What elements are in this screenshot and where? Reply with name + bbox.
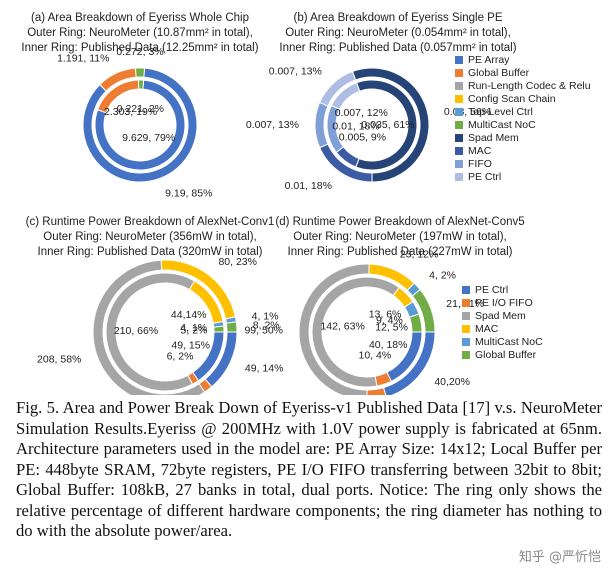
legend-label: Top-Level Ctrl xyxy=(468,106,533,118)
value-label: 4, 2% xyxy=(429,269,456,281)
legend-label: Global Buffer xyxy=(468,67,530,79)
ring-segment xyxy=(411,288,436,333)
legend-swatch xyxy=(462,338,470,346)
legend-swatch xyxy=(455,95,463,103)
value-label: 49, 14% xyxy=(245,363,284,375)
legend-swatch xyxy=(455,121,463,129)
chart-title: Inner Ring: Published Data (320mW in tot… xyxy=(38,246,263,258)
ring-segment xyxy=(318,70,357,107)
legend-swatch xyxy=(455,82,463,90)
legend-label: MAC xyxy=(468,145,492,157)
value-label: 2.303, 19% xyxy=(104,106,157,118)
legend-label: Run-Length Codec & Relu xyxy=(468,80,591,92)
value-label: 12, 5% xyxy=(375,322,408,334)
value-label: 142, 63% xyxy=(320,320,364,332)
chart-title: Inner Ring: Published Data (12.25mm² in … xyxy=(21,42,258,54)
chart-title: (d) Runtime Power Breakdown of AlexNet-C… xyxy=(275,216,524,228)
legend-swatch xyxy=(455,147,463,155)
legend-swatch xyxy=(462,312,470,320)
value-label: 6, 2% xyxy=(167,351,194,363)
ring-segment xyxy=(134,67,146,78)
value-label: 8, 2% xyxy=(253,320,280,332)
value-label: 0.007, 12% xyxy=(335,107,388,119)
legend-label: Global Buffer xyxy=(475,349,537,361)
ring-segment xyxy=(137,79,145,90)
watermark: 知乎 @严忻恺 xyxy=(518,550,601,565)
legend-label: Spad Mem xyxy=(475,310,526,322)
value-label: 1.191, 11% xyxy=(57,52,109,64)
ring-segment xyxy=(225,321,238,333)
legend-label: MultiCast NoC xyxy=(468,119,536,131)
value-label: 0.005, 9% xyxy=(339,132,386,144)
ring-segment xyxy=(330,82,361,111)
legend-swatch xyxy=(462,286,470,294)
ring-segment xyxy=(94,79,186,171)
chart-title: Outer Ring: NeuroMeter (0.054mm² in tota… xyxy=(285,27,511,39)
ring-segment xyxy=(314,101,329,149)
ring-segment xyxy=(213,325,225,333)
value-label: 0.01, 18% xyxy=(285,180,332,192)
ring-segment xyxy=(366,386,387,395)
chart-title: Inner Ring: Published Data (227mW in tot… xyxy=(288,246,513,258)
legend-label: PE Ctrl xyxy=(468,171,501,183)
value-label: 80, 23% xyxy=(218,256,257,268)
legend-swatch xyxy=(462,325,470,333)
chart-title: Inner Ring: Published Data (0.057mm² in … xyxy=(279,42,516,54)
legend-label: PE Ctrl xyxy=(475,284,508,296)
figure: (a) Area Breakdown of Eyeriss Whole Chip… xyxy=(21,12,591,395)
ring-segment xyxy=(408,313,423,333)
legend-label: PE Array xyxy=(468,54,510,66)
value-label: 4, 1% xyxy=(252,310,279,322)
value-label: 5, 2% xyxy=(181,324,208,336)
value-label: 23, 12% xyxy=(400,248,439,260)
value-label: 210, 66% xyxy=(114,325,158,337)
value-label: 99, 50% xyxy=(244,324,283,336)
value-label: 9, 4% xyxy=(376,315,403,327)
legend-swatch xyxy=(455,160,463,168)
legend-swatch xyxy=(462,351,470,359)
value-label: 0.007, 13% xyxy=(269,66,322,78)
value-label: 4, 1% xyxy=(180,322,207,334)
value-label: 0.007, 13% xyxy=(246,119,299,131)
legend-label: FIFO xyxy=(468,158,492,170)
value-label: 13, 6% xyxy=(369,308,402,320)
value-label: 49, 15% xyxy=(171,339,210,351)
chart-title: (c) Runtime Power Breakdown of AlexNet-C… xyxy=(26,216,275,228)
value-label: 9.629, 79% xyxy=(122,132,175,144)
value-label: 208, 58% xyxy=(37,353,81,365)
chart-title: Outer Ring: NeuroMeter (356mW in total), xyxy=(43,231,256,243)
legend-swatch xyxy=(455,173,463,181)
value-label: 10, 4% xyxy=(359,350,392,362)
value-label: 9.19, 85% xyxy=(165,187,212,199)
value-label: 40, 18% xyxy=(369,339,408,351)
chart-title: Outer Ring: NeuroMeter (197mW in total), xyxy=(293,231,506,243)
legend-label: Spad Mem xyxy=(468,132,519,144)
value-label: 0.01, 18% xyxy=(332,120,379,132)
legend-swatch xyxy=(455,69,463,77)
chart-title: Outer Ring: NeuroMeter (10.87mm² in tota… xyxy=(27,27,253,39)
value-label: 44,14% xyxy=(171,309,207,321)
legend-swatch xyxy=(455,134,463,142)
caption: Fig. 5. Area and Power Break Down of Eye… xyxy=(16,398,602,540)
legend-swatch xyxy=(462,299,470,307)
value-label: 0.221, 2% xyxy=(117,103,164,115)
value-label: 40,20% xyxy=(434,376,470,388)
legend-label: Config Scan Chain xyxy=(468,93,556,105)
legend-label: MAC xyxy=(475,323,499,335)
legend-label: PE I/O FIFO xyxy=(475,297,533,309)
value-label: 0.035, 61% xyxy=(361,119,414,131)
chart-title: (a) Area Breakdown of Eyeriss Whole Chip xyxy=(31,12,249,24)
chart-title: (b) Area Breakdown of Eyeriss Single PE xyxy=(293,12,502,24)
legend-swatch xyxy=(455,108,463,116)
value-label: 0.272, 3% xyxy=(116,46,163,58)
legend-label: MultiCast NoC xyxy=(475,336,543,348)
legend-swatch xyxy=(455,56,463,64)
